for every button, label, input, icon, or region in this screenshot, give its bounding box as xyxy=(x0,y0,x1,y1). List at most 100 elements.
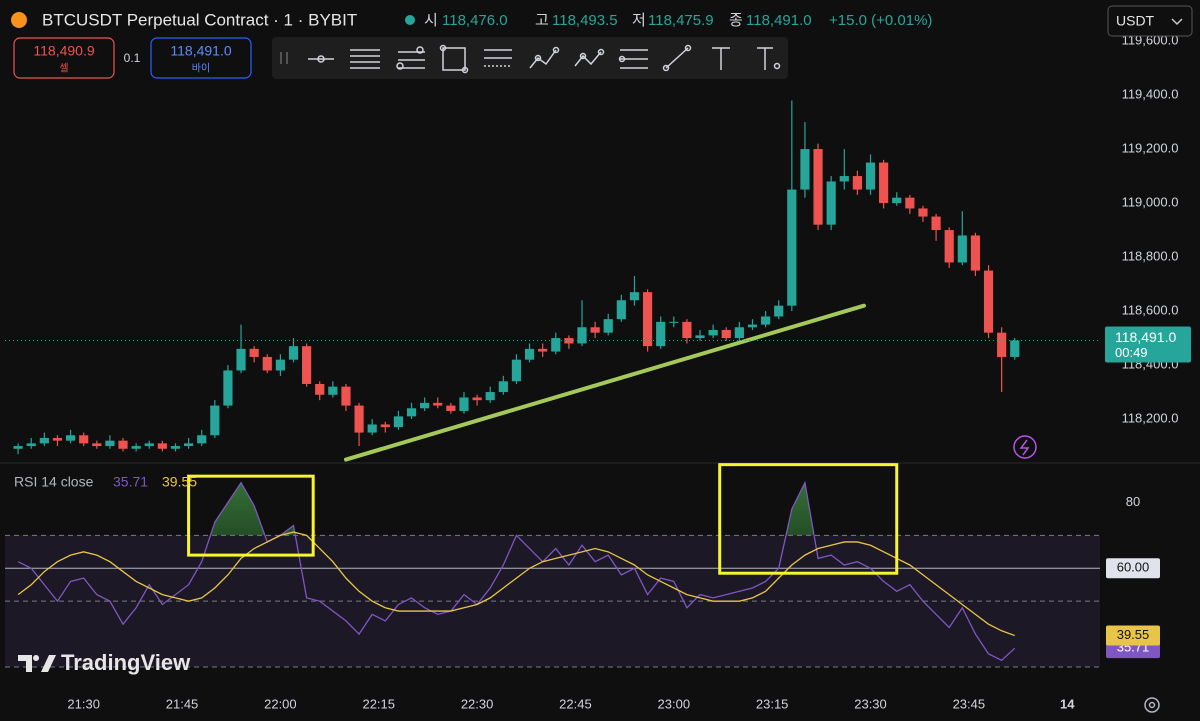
sell-label[interactable]: 셀 xyxy=(59,63,68,75)
trendline xyxy=(343,303,866,462)
candle-body xyxy=(249,348,259,357)
ohlc-value: 118,475.9 xyxy=(648,12,714,29)
x-tick-label: 22:30 xyxy=(461,696,494,711)
candle-body xyxy=(485,392,495,401)
ohlc-label: 종 xyxy=(729,12,743,29)
candle-body xyxy=(852,176,862,190)
ohlc-label: 저 xyxy=(632,12,646,29)
rsi-title: RSI 14 close xyxy=(14,474,94,490)
candle-body xyxy=(656,321,666,347)
candle-body xyxy=(26,443,36,447)
candle-body xyxy=(184,443,194,447)
drawing-toolbar xyxy=(272,37,788,79)
highlight-box xyxy=(187,474,315,557)
sell-box[interactable] xyxy=(13,37,115,79)
sell-price[interactable]: 118,490.9 xyxy=(33,43,94,59)
currency-selector[interactable]: USDT xyxy=(1107,5,1193,37)
x-tick-label: 22:15 xyxy=(362,696,395,711)
candle-body xyxy=(944,230,954,263)
alert-bolt xyxy=(1019,439,1030,456)
plot-layer: 118,200.0118,400.0118,600.0118,800.0119,… xyxy=(0,32,1200,711)
candle-body xyxy=(367,424,377,433)
candle-body xyxy=(288,346,299,360)
candle-body xyxy=(669,321,679,323)
last-price-box xyxy=(1105,326,1191,363)
candle-body xyxy=(800,149,810,190)
last-price-label: 118,491.0 xyxy=(1115,329,1176,345)
candle-body xyxy=(393,416,404,428)
toolbar-bg xyxy=(272,37,788,79)
candle-body xyxy=(787,189,797,306)
tool-parallel[interactable] xyxy=(350,49,380,69)
quantity[interactable]: 0.1 xyxy=(124,51,141,65)
candle-body xyxy=(197,435,207,444)
ohlc-value: 118,476.0 xyxy=(442,12,508,29)
buy-box[interactable] xyxy=(150,37,252,79)
tool-trendline[interactable] xyxy=(662,44,692,72)
candle-body xyxy=(734,327,744,339)
candle-body xyxy=(118,440,128,449)
candle-body xyxy=(236,348,246,371)
tool-range[interactable] xyxy=(484,49,512,67)
drag-handle[interactable] xyxy=(280,52,288,64)
candle-body xyxy=(406,408,417,417)
y-tick-label: 119,000.0 xyxy=(1122,194,1179,209)
candle-body xyxy=(761,316,771,325)
symbol-title[interactable]: BTCUSDT Perpetual Contract · 1 · BYBIT xyxy=(42,10,357,29)
tool-pattern[interactable] xyxy=(574,48,605,67)
tool-anchored-text[interactable] xyxy=(757,47,781,70)
candle-body xyxy=(524,348,535,360)
x-tick-label: 22:00 xyxy=(264,696,297,711)
ohlc-value: 118,491.0 xyxy=(746,12,812,29)
candle-body xyxy=(157,443,167,449)
candle-body xyxy=(1010,340,1020,357)
candle-body xyxy=(210,405,220,436)
tool-fib[interactable] xyxy=(396,46,425,70)
x-tick-label: 23:45 xyxy=(953,696,986,711)
candle-body xyxy=(511,359,522,382)
tool-horizontal-ray[interactable] xyxy=(308,55,334,63)
currency[interactable]: USDT xyxy=(1116,13,1155,29)
change: +15.0 (+0.01%) xyxy=(829,12,932,29)
buy-price[interactable]: 118,491.0 xyxy=(170,43,231,59)
countdown: 00:49 xyxy=(1115,345,1148,360)
status-dot xyxy=(405,15,415,25)
x-tick-label: 23:15 xyxy=(756,696,789,711)
candle-body xyxy=(695,335,705,339)
settings-icon[interactable] xyxy=(1144,697,1160,713)
ohlc-label: 시 xyxy=(424,12,438,29)
candle-body xyxy=(328,386,338,395)
candle-body xyxy=(472,397,482,401)
candle-body xyxy=(315,383,325,395)
candle-body xyxy=(275,359,285,371)
tool-levels[interactable] xyxy=(618,49,649,69)
x-tick-label: 22:45 xyxy=(559,696,592,711)
logo xyxy=(18,655,56,672)
candle-body xyxy=(302,346,312,384)
tool-wave[interactable] xyxy=(529,46,560,69)
x-tick-label: 23:00 xyxy=(658,696,691,711)
candle-body xyxy=(603,319,613,333)
y-tick-box xyxy=(1106,558,1160,579)
x-tick-label: 21:30 xyxy=(67,696,100,711)
tool-rectangle[interactable] xyxy=(439,44,469,74)
x-tick-label: 14 xyxy=(1060,696,1075,711)
candle-body xyxy=(721,329,731,339)
candle-body xyxy=(879,162,889,204)
candle-body xyxy=(590,327,600,333)
y-tick-label: 119,400.0 xyxy=(1122,86,1179,101)
sell-button[interactable]: 118,490.9 셀 xyxy=(13,37,115,79)
buy-button[interactable]: 118,491.0 바이 xyxy=(150,37,252,79)
watermark: TradingView xyxy=(18,650,191,675)
alert-icon[interactable] xyxy=(1013,435,1037,459)
candle-body xyxy=(92,443,102,447)
candle-body xyxy=(577,327,587,344)
last-value-label: 39.55 xyxy=(1117,627,1150,642)
candle-body xyxy=(983,270,994,333)
candle-body xyxy=(79,435,89,444)
buy-label[interactable]: 바이 xyxy=(192,63,210,75)
tool-text[interactable] xyxy=(712,47,730,70)
currency-box[interactable] xyxy=(1107,5,1193,37)
candle-body xyxy=(433,402,443,406)
